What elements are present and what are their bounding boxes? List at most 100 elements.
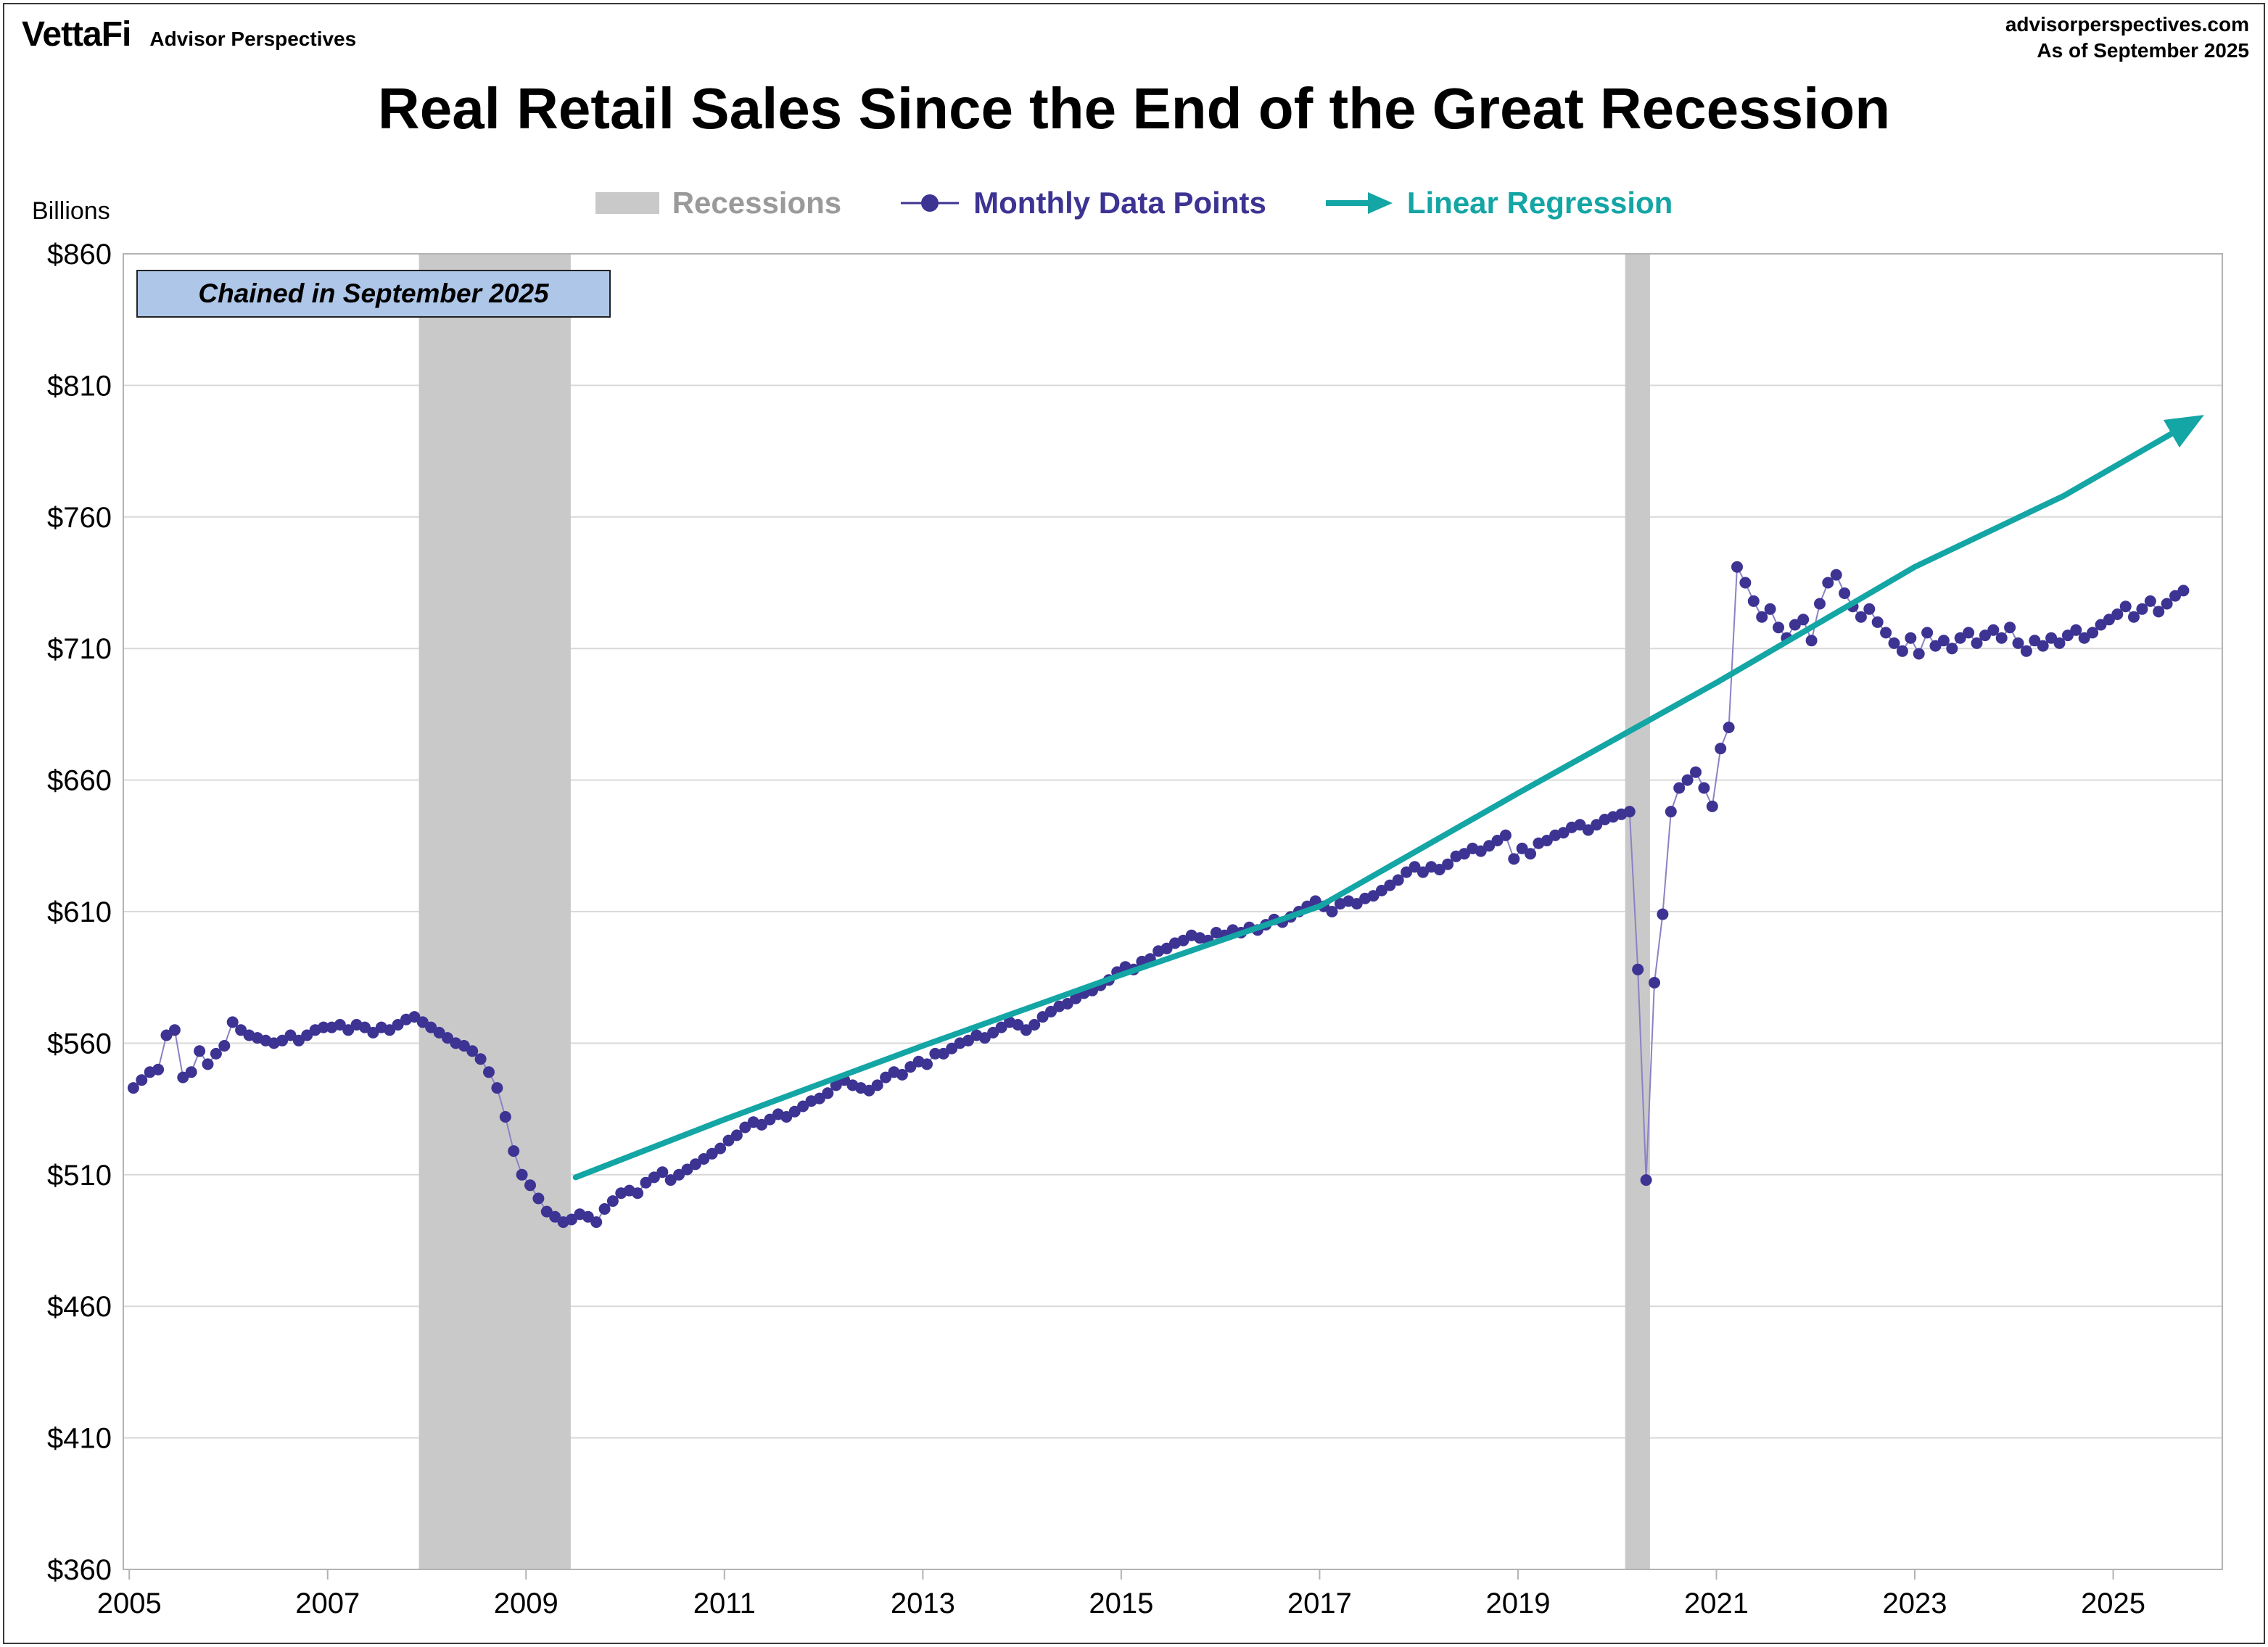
data-point xyxy=(152,1063,165,1076)
data-point xyxy=(2045,632,2058,644)
data-point xyxy=(1896,645,1908,657)
data-point xyxy=(425,1021,437,1033)
data-point xyxy=(516,1168,528,1181)
site-url: advisorperspectives.com xyxy=(2005,13,2249,36)
data-point xyxy=(689,1158,701,1171)
data-point xyxy=(1855,611,1867,623)
data-point xyxy=(896,1068,908,1081)
data-point xyxy=(491,1082,503,1094)
data-point xyxy=(2153,606,2165,618)
data-point xyxy=(524,1179,536,1192)
legend-recessions-label: Recessions xyxy=(672,186,842,220)
data-point xyxy=(656,1166,669,1179)
data-point xyxy=(276,1034,289,1047)
recession-band xyxy=(1625,254,1650,1569)
data-point xyxy=(226,1016,239,1028)
data-point xyxy=(1715,743,1727,755)
brand-subtitle: Advisor Perspectives xyxy=(149,28,357,50)
data-point xyxy=(416,1016,429,1028)
data-point xyxy=(1789,619,1801,631)
data-point xyxy=(582,1210,594,1223)
data-point xyxy=(1764,603,1776,615)
data-point xyxy=(1367,890,1380,902)
data-point xyxy=(664,1174,677,1186)
data-point xyxy=(2136,603,2148,615)
data-point xyxy=(1863,603,1876,615)
y-tick-label: $360 xyxy=(47,1554,112,1586)
data-point xyxy=(334,1019,346,1031)
data-point xyxy=(2087,627,2099,639)
data-point xyxy=(508,1145,520,1157)
data-point xyxy=(632,1187,644,1200)
y-tick-label: $560 xyxy=(47,1028,112,1060)
data-point xyxy=(168,1024,181,1036)
data-point xyxy=(1698,782,1710,794)
data-point xyxy=(1623,806,1636,818)
data-point xyxy=(1747,595,1760,607)
data-point xyxy=(1929,640,1942,652)
data-point xyxy=(342,1024,355,1036)
data-point xyxy=(2169,590,2181,602)
y-tick-label: $460 xyxy=(47,1291,112,1323)
data-point xyxy=(1905,632,1917,644)
data-point xyxy=(1830,569,1842,581)
data-point xyxy=(995,1021,1007,1033)
data-point xyxy=(1657,908,1669,920)
x-tick-label: 2013 xyxy=(891,1588,955,1619)
data-point xyxy=(681,1163,693,1176)
legend-item-regression: Linear Regression xyxy=(1324,186,1673,220)
data-point xyxy=(160,1029,173,1041)
data-point xyxy=(1756,611,1768,623)
data-point xyxy=(2128,611,2140,623)
data-point xyxy=(2029,635,2041,647)
data-point xyxy=(1433,864,1446,875)
y-tick-label: $860 xyxy=(47,239,112,271)
data-point xyxy=(540,1205,553,1218)
data-point xyxy=(714,1142,727,1155)
legend: Recessions Monthly Data Points Linear Re… xyxy=(0,186,2268,220)
data-point xyxy=(756,1118,768,1131)
data-point xyxy=(177,1071,189,1083)
data-point xyxy=(284,1029,297,1041)
data-point xyxy=(384,1024,396,1036)
data-point xyxy=(1574,819,1586,831)
data-point xyxy=(1995,632,2008,644)
data-point xyxy=(698,1153,710,1165)
y-tick-label: $710 xyxy=(47,633,112,665)
data-point xyxy=(880,1071,892,1083)
data-point xyxy=(1739,577,1752,589)
data-point xyxy=(235,1024,247,1036)
data-point xyxy=(1516,842,1528,854)
data-point xyxy=(194,1045,206,1057)
data-point xyxy=(764,1113,776,1126)
data-point xyxy=(1673,782,1686,794)
data-point xyxy=(937,1047,949,1060)
data-point xyxy=(2103,614,2115,626)
data-point xyxy=(442,1032,453,1044)
y-tick-label: $760 xyxy=(47,502,112,534)
data-point xyxy=(433,1026,445,1039)
data-point xyxy=(1070,992,1082,1004)
data-point xyxy=(2004,622,2016,634)
data-point xyxy=(978,1032,991,1044)
regression-arrow-icon xyxy=(1324,190,1394,216)
data-point xyxy=(1665,806,1677,818)
regression-line xyxy=(572,415,2204,1181)
legend-item-monthly: Monthly Data Points xyxy=(899,186,1266,220)
data-point xyxy=(1954,632,1966,644)
data-point xyxy=(788,1105,801,1118)
data-point xyxy=(2177,585,2190,597)
chained-note-box: Chained in September 2025 xyxy=(136,270,611,318)
vettafi-logo: VettaFi xyxy=(22,15,131,54)
data-point xyxy=(1491,835,1504,846)
data-point xyxy=(185,1066,197,1078)
data-point xyxy=(904,1061,917,1073)
data-point xyxy=(606,1195,619,1208)
data-point xyxy=(1375,885,1387,896)
y-tick-label: $510 xyxy=(47,1160,112,1192)
data-point xyxy=(1797,614,1810,626)
data-point xyxy=(301,1029,313,1041)
data-point xyxy=(218,1040,231,1052)
data-point xyxy=(1384,879,1396,891)
data-point xyxy=(136,1074,148,1086)
